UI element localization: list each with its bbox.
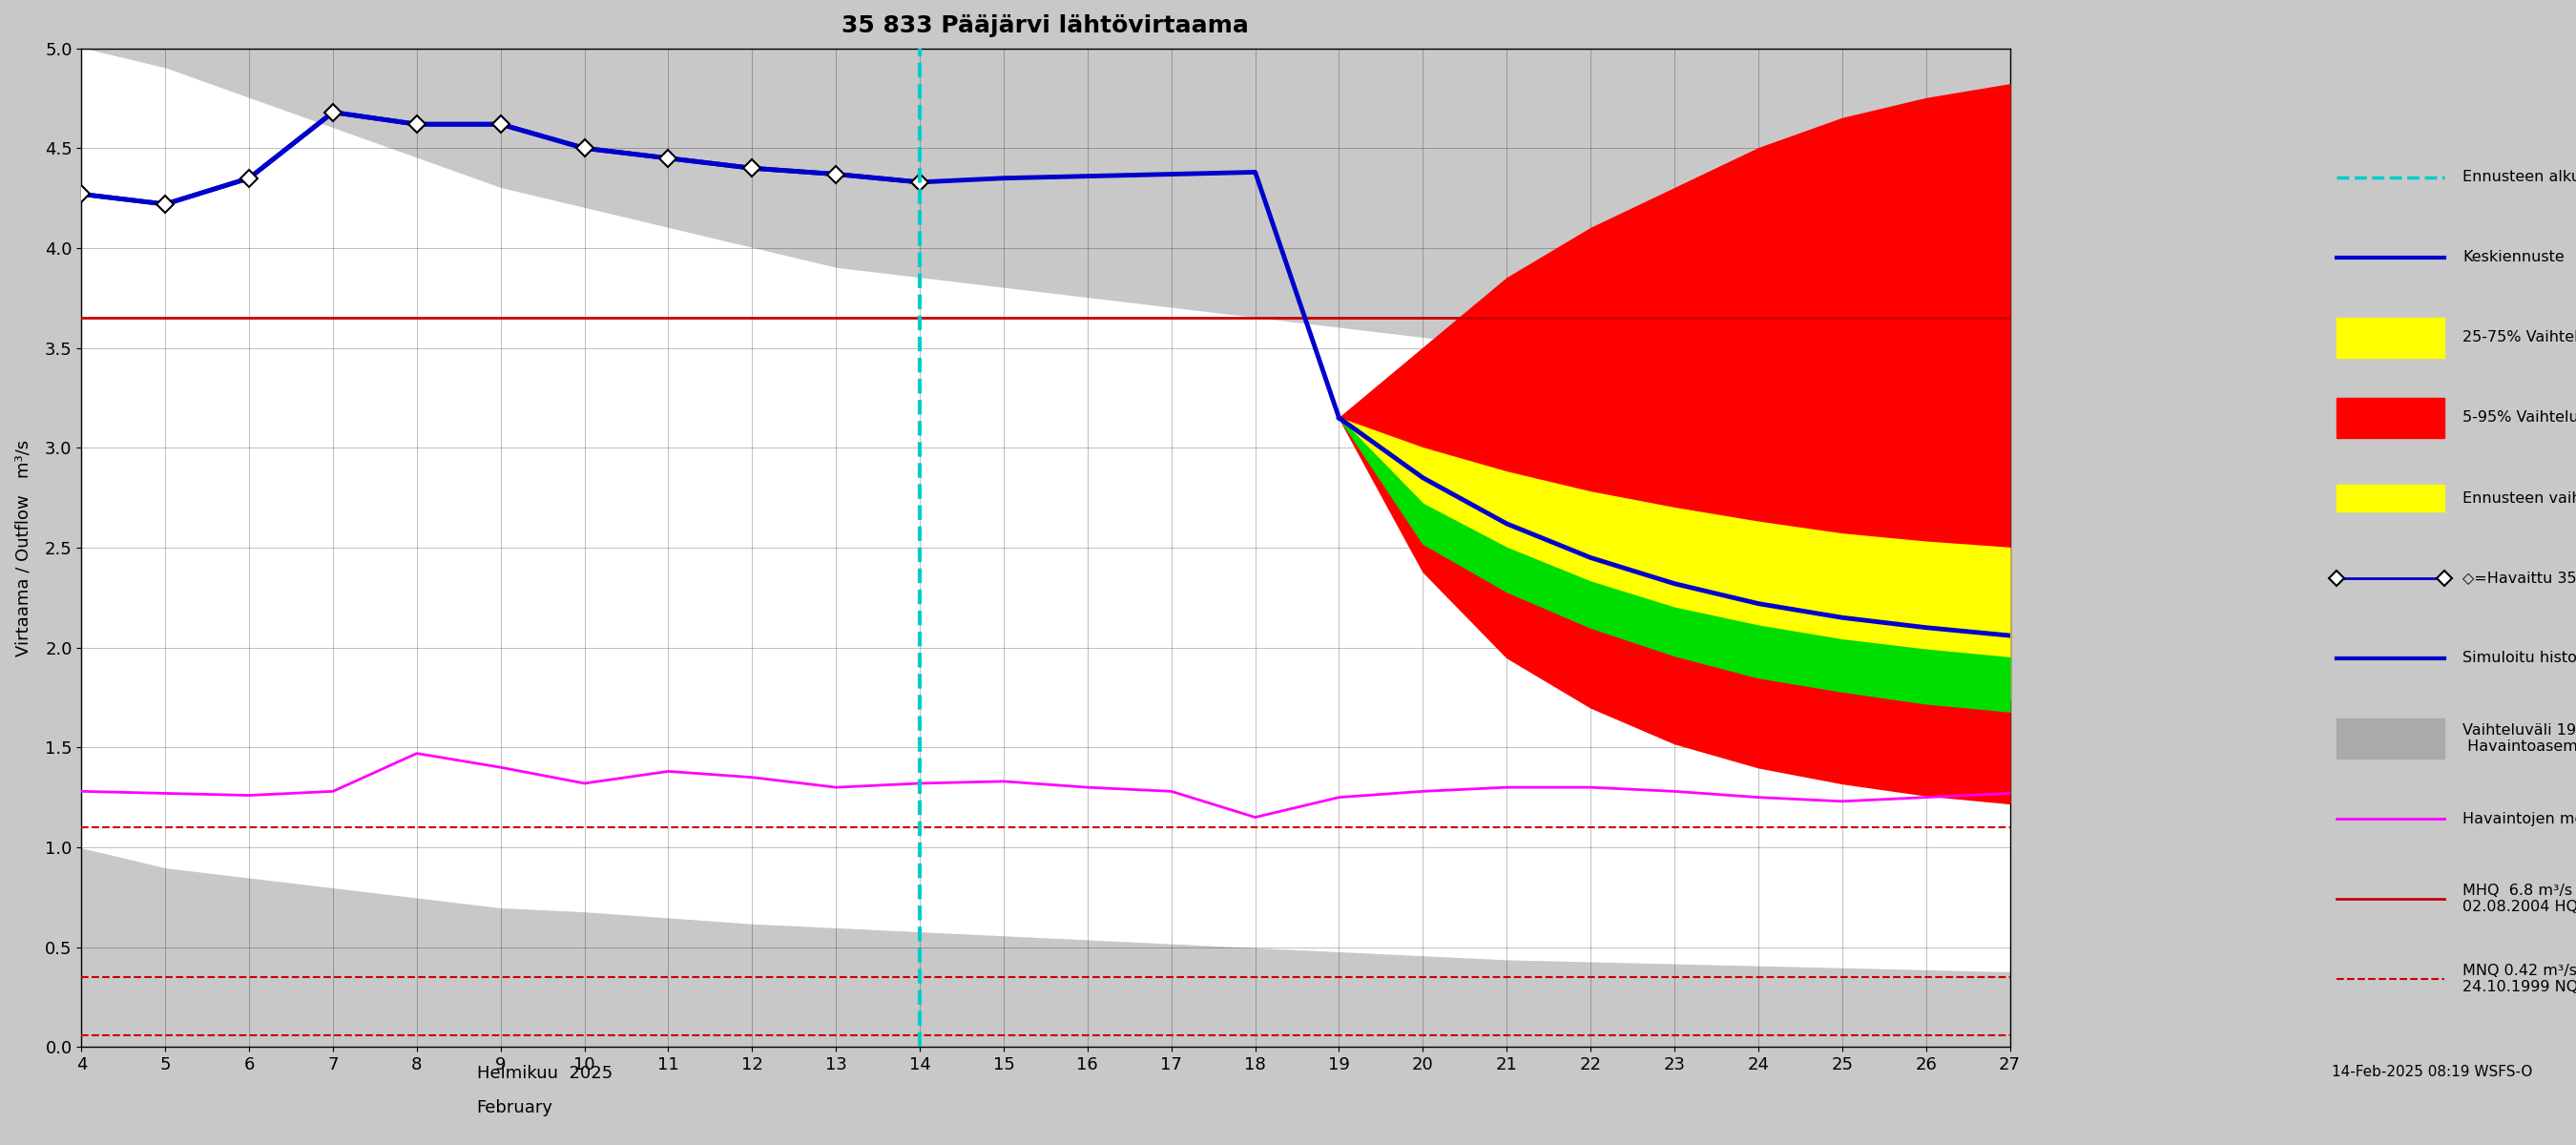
Y-axis label: Virtaama / Outflow   m³/s: Virtaama / Outflow m³/s [15,440,31,656]
Text: Simuloitu historia: Simuloitu historia [2463,652,2576,665]
Text: 25-75% Vaihteluväli: 25-75% Vaihteluväli [2463,331,2576,345]
Text: ◇=Havaittu 3501880: ◇=Havaittu 3501880 [2463,571,2576,585]
Text: Keskiennuste: Keskiennuste [2463,251,2566,264]
Text: Ennusteen vaihteluväli: Ennusteen vaihteluväli [2463,491,2576,505]
Text: Vaihteluväli 1971-2023
 Havaintoasema 3501880: Vaihteluväli 1971-2023 Havaintoasema 350… [2463,724,2576,753]
Title: 35 833 Pääjärvi lähtövirtaama: 35 833 Pääjärvi lähtövirtaama [842,14,1249,37]
Text: Ennusteen alku: Ennusteen alku [2463,171,2576,184]
Text: 14-Feb-2025 08:19 WSFS-O: 14-Feb-2025 08:19 WSFS-O [2331,1065,2532,1079]
Text: MHQ  6.8 m³/s NHQ  3.7
02.08.2004 HQ 16.8: MHQ 6.8 m³/s NHQ 3.7 02.08.2004 HQ 16.8 [2463,884,2576,914]
Text: Havaintojen mediaani: Havaintojen mediaani [2463,812,2576,826]
Text: Helmikuu  2025: Helmikuu 2025 [477,1065,613,1082]
Text: MNQ 0.42 m³/s HNQ  1.1
24.10.1999 NQ 0.06: MNQ 0.42 m³/s HNQ 1.1 24.10.1999 NQ 0.06 [2463,964,2576,994]
Text: 5-95% Vaihteluväli: 5-95% Vaihteluväli [2463,411,2576,425]
Text: February: February [477,1099,554,1116]
